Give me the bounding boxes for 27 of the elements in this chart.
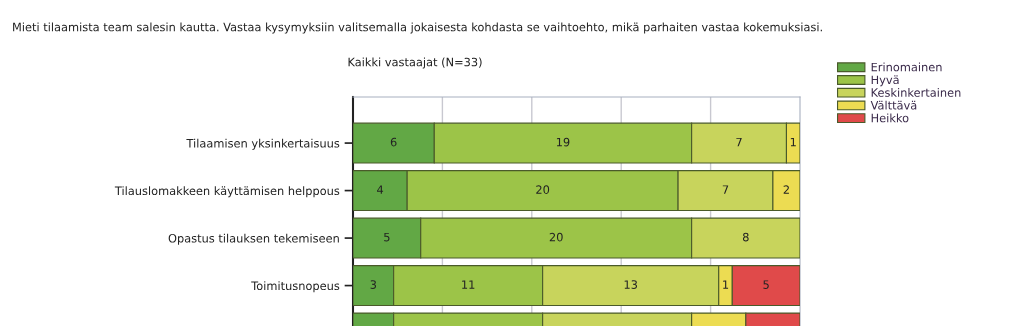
y-tick-label: Tilauslomakkeen käyttämisen helppous (114, 186, 340, 198)
legend-label: Heikko (871, 113, 909, 123)
data-label: 5 (763, 280, 769, 289)
data-label: 1 (790, 137, 796, 147)
data-label: 19 (556, 137, 570, 147)
data-label: 20 (549, 232, 563, 242)
data-label: 11 (462, 280, 475, 289)
chart-title: Mieti tilaamista team salesin kautta. Vastaa kysymyksiin valitsemalla jokaisesta kohdasta se vaihtoehto, mikä parhaiten vastaa kokemuksiasi. (13, 22, 822, 34)
data-label: 20 (536, 185, 550, 194)
legend-label: Välttävä (870, 100, 917, 110)
y-tick-label: Toimitusnopeus (251, 281, 340, 293)
data-label: 7 (736, 137, 742, 147)
legend-label: Keskinkertainen (871, 88, 961, 97)
data-label: 13 (624, 280, 638, 289)
data-label: 1 (723, 280, 729, 289)
data-label: 2 (783, 185, 789, 194)
y-tick-label: Opastus tilauksen tekemiseen (168, 233, 339, 245)
data-label: 5 (384, 232, 390, 242)
data-label: 3 (370, 280, 377, 289)
legend-label: Erinomainen (871, 62, 942, 72)
data-label: 8 (742, 232, 749, 242)
chart-subtitle: Kaikki vastaajat (N=33) (348, 57, 482, 69)
legend-label: Hyvä (871, 75, 899, 87)
data-label: 6 (390, 137, 397, 147)
y-tick-label: Tilaamisen yksinkertaisuus (186, 138, 340, 150)
data-label: 7 (722, 185, 729, 194)
data-label: 4 (377, 185, 384, 194)
